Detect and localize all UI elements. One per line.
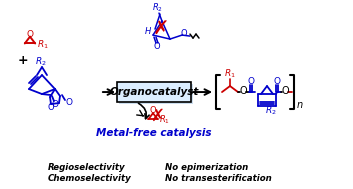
Text: H: H xyxy=(145,27,151,36)
Text: O: O xyxy=(26,30,34,39)
Text: O: O xyxy=(247,77,255,86)
Text: Chemoselectivity: Chemoselectivity xyxy=(48,174,132,183)
Text: Regioselectivity: Regioselectivity xyxy=(48,163,126,171)
Text: $R_2$: $R_2$ xyxy=(151,2,162,14)
Text: No epimerization: No epimerization xyxy=(165,163,248,171)
Text: $R_1$: $R_1$ xyxy=(37,38,49,51)
Text: ✗: ✗ xyxy=(153,20,169,39)
Text: O: O xyxy=(66,98,72,107)
Text: O: O xyxy=(154,42,160,51)
Text: O: O xyxy=(52,100,59,108)
Text: Organocatalyst: Organocatalyst xyxy=(109,87,199,97)
Text: O: O xyxy=(281,86,289,96)
Text: $R_2$: $R_2$ xyxy=(265,105,277,117)
Text: O: O xyxy=(239,86,247,96)
Text: O: O xyxy=(181,29,187,38)
FancyArrowPatch shape xyxy=(138,103,149,119)
Text: ✗: ✗ xyxy=(150,107,164,125)
Text: $R_1$: $R_1$ xyxy=(224,68,236,80)
Text: $R_2$: $R_2$ xyxy=(35,56,47,68)
Text: n: n xyxy=(297,100,303,110)
Text: +: + xyxy=(18,53,28,67)
Text: No transesterification: No transesterification xyxy=(165,174,272,183)
Text: $R_1$: $R_1$ xyxy=(159,114,170,126)
Text: O: O xyxy=(48,103,54,112)
FancyBboxPatch shape xyxy=(117,82,191,102)
Text: O: O xyxy=(150,106,156,115)
FancyBboxPatch shape xyxy=(119,84,193,104)
Text: Metal-free catalysis: Metal-free catalysis xyxy=(96,128,212,138)
Text: O: O xyxy=(274,77,281,86)
